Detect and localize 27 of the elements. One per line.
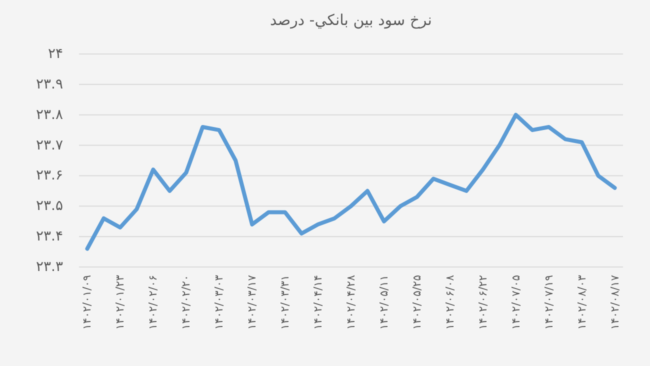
- y-tick-label: ۲۳.۷: [36, 137, 64, 154]
- x-tick-label: ۱۴۰۲/۰۳/۰۳: [212, 274, 226, 330]
- x-tick-label: ۱۴۰۲/۰۲/۰۶: [146, 275, 160, 330]
- line-series: [85, 112, 617, 251]
- x-tick-label: ۱۴۰۲/۰۵/۱۱: [377, 275, 390, 330]
- y-tick-label: ۲۴: [48, 46, 63, 62]
- x-tick-label: ۱۴۰۲/۰۴/۱۴: [312, 274, 325, 330]
- x-tick-label: ۱۴۰۲/۰۴/۲۸: [344, 274, 358, 330]
- y-tick-label: ۲۳.۹: [36, 76, 63, 92]
- y-tick-label: ۲۳.۶: [36, 168, 63, 184]
- x-tick-label: ۱۴۰۲/۰۱/۰۹: [80, 274, 94, 330]
- x-tick-label: ۱۴۰۲/۰۱/۲۳: [114, 274, 127, 330]
- chart-title: نرخ سود بین بانکي- درصد: [270, 11, 432, 29]
- x-tick-label: ۱۴۰۲/۰۳/۱۷: [246, 274, 259, 330]
- x-tick-label: ۱۴۰۲/۰۷/۱۹: [542, 274, 556, 330]
- x-tick-label: ۱۴۰۲/۰۸/۰۳: [575, 274, 588, 330]
- y-tick-label: ۲۳.۴: [36, 228, 63, 245]
- y-tick-label: ۲۳.۸: [36, 106, 64, 123]
- x-tick-label: ۱۴۰۲/۰۶/۰۸: [443, 274, 456, 330]
- x-tick-label: ۱۴۰۲/۰۷/۰۵: [509, 274, 522, 330]
- x-tick-label: ۱۴۰۲/۰۲/۲۰: [180, 275, 193, 330]
- x-tick-label: ۱۴۰۲/۰۶/۲۲: [476, 274, 490, 330]
- y-tick-label: ۲۳.۳: [36, 259, 64, 275]
- y-tick-label: ۲۳.۵: [36, 198, 63, 214]
- x-tick-label: ۱۴۰۲/۰۸/۱۷: [608, 274, 622, 330]
- x-tick-label: ۱۴۰۲/۰۵/۲۵: [410, 274, 424, 330]
- x-tick-label: ۱۴۰۲/۰۳/۳۱: [278, 275, 292, 330]
